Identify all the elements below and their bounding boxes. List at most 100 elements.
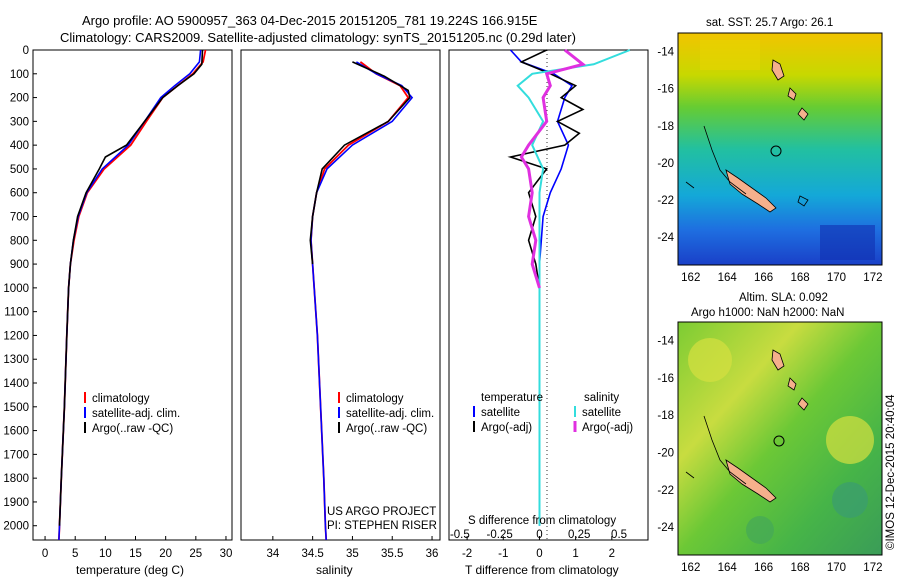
legend-climatology-label: climatology <box>92 393 150 405</box>
vanuatu-island-3 <box>797 397 809 411</box>
figure-title-line2: Climatology: CARS2009. Satellite-adjuste… <box>60 30 576 45</box>
diff-xlabel: T difference from climatology <box>465 563 619 577</box>
map-x-tick-label: 168 <box>790 562 809 574</box>
sst-coastlines <box>725 59 809 213</box>
x-top-tick-label: -0.25 <box>487 529 513 541</box>
x-tick-label: 25 <box>189 548 202 560</box>
salinity-panel: 34 34.5 35 35.5 36 salinity climatology sate… <box>240 49 441 577</box>
vanuatu-island-2 <box>787 377 797 391</box>
y-tick-label: 1100 <box>4 307 29 319</box>
x-tick-label: 34.5 <box>301 548 323 560</box>
map-x-tick-label: 166 <box>754 272 773 284</box>
map-x-tick-label: 170 <box>827 562 846 574</box>
legend-satellite-label: satellite-adj. clim. <box>92 408 180 420</box>
x-tick-label: 15 <box>129 548 142 560</box>
legend-satellite-label: satellite-adj. clim. <box>346 408 434 420</box>
map-x-tick-label: 164 <box>718 272 738 284</box>
credit-line2: PI: STEPHEN RISER <box>327 520 437 532</box>
x-tick-label: 30 <box>220 548 233 560</box>
map-x-tick-label: 162 <box>681 272 700 284</box>
map-y-tick-label: -24 <box>657 232 674 244</box>
x-tick-label: 35.5 <box>381 548 403 560</box>
y-tick-label: 900 <box>10 259 29 271</box>
x-top-tick-label: 0.5 <box>611 529 627 541</box>
difference-frame <box>448 49 649 541</box>
salinity-legend: climatology satellite-adj. clim. Argo(..… <box>338 392 434 435</box>
x-tick-label: 36 <box>426 548 439 560</box>
y-tick-label: 400 <box>10 140 29 152</box>
legend-salinity-header: salinity <box>584 392 619 404</box>
y-tick-label: 1800 <box>3 473 29 485</box>
legend-argo-label: Argo(..raw -QC) <box>346 423 427 435</box>
map-y-tick-label: -16 <box>657 84 674 96</box>
sla-yellow-blob <box>826 416 874 464</box>
sst-map-panel: sat. SST: 25.7 Argo: 26.1 <box>657 17 883 284</box>
temperature-xlabel: temperature (deg C) <box>76 563 184 577</box>
x-tick-label: -1 <box>498 548 508 560</box>
sla-map-subtitle: Argo h1000: NaN h2000: NaN <box>691 307 844 319</box>
map-y-tick-label: -14 <box>657 336 674 348</box>
legend-temperature-header: temperature <box>481 392 543 404</box>
temperature-panel: 0100200300400500600700800900100011001200… <box>3 45 233 577</box>
series-line-argo-raw-qc- <box>58 49 204 526</box>
map-x-tick-label: 164 <box>718 562 738 574</box>
sst-map-title: sat. SST: 25.7 Argo: 26.1 <box>706 17 833 29</box>
new-caledonia-island <box>725 169 777 213</box>
map-y-tick-label: -24 <box>657 522 674 534</box>
difference-panel: -2 -1 0 1 2 -0.5 -0.25 0 0.25 0.5 S difference f… <box>448 48 649 577</box>
temperature-legend: climatology satellite-adj. clim. Argo(..… <box>84 392 180 435</box>
x-tick-label: 34 <box>266 548 279 560</box>
new-caledonia-island <box>725 459 777 503</box>
y-tick-label: 1500 <box>3 402 29 414</box>
sla-dark-blob <box>832 482 868 518</box>
legend-temp-argo-label: Argo(-adj) <box>481 422 532 434</box>
map-y-tick-label: -14 <box>657 47 674 59</box>
x-tick-label: 10 <box>99 548 112 560</box>
y-tick-label: 300 <box>10 116 29 128</box>
series-line-satellite <box>516 49 631 526</box>
y-tick-label: 800 <box>10 235 29 247</box>
map-y-tick-label: -18 <box>657 121 674 133</box>
x-tick-label: 35 <box>346 548 359 560</box>
map-y-tick-label: -16 <box>657 373 674 385</box>
map-y-tick-label: -20 <box>657 447 674 459</box>
x-tick-label: 5 <box>72 548 78 560</box>
x-top-tick-label: -0.5 <box>450 529 470 541</box>
y-tick-label: 1700 <box>3 449 29 461</box>
y-tick-label: 700 <box>10 212 29 224</box>
sla-yellow-blob <box>688 338 732 382</box>
y-tick-label: 1400 <box>3 378 29 390</box>
legend-climatology-label: climatology <box>346 393 404 405</box>
reef-outline <box>685 125 747 195</box>
series-line-argo-adj- <box>519 48 587 289</box>
x-tick-label: 20 <box>159 548 172 560</box>
vanuatu-island-2 <box>787 87 797 101</box>
legend-sal-satellite-label: satellite <box>582 407 621 419</box>
map-y-tick-label: -20 <box>657 158 674 170</box>
reef-outline <box>685 415 747 485</box>
float-marker <box>773 435 785 447</box>
y-tick-label: 1300 <box>3 354 29 366</box>
sla-map-title: Altim. SLA: 0.092 <box>739 292 828 304</box>
difference-legend: temperature salinity satellite Argo(-adj… <box>473 392 633 434</box>
y-tick-label: 100 <box>10 69 29 81</box>
salinity-frame <box>240 49 441 541</box>
x-tick-label: 1 <box>572 548 578 560</box>
map-y-tick-label: -18 <box>657 410 674 422</box>
x-top-tick-label: 0 <box>536 529 542 541</box>
map-x-tick-label: 168 <box>790 272 809 284</box>
map-x-tick-label: 172 <box>863 272 882 284</box>
y-tick-label: 500 <box>10 164 29 176</box>
legend-sal-argo-label: Argo(-adj) <box>582 422 633 434</box>
series-line-satellite-adj-clim- <box>58 49 202 541</box>
sla-coastlines <box>725 349 809 503</box>
temperature-frame <box>32 49 233 541</box>
salinity-xlabel: salinity <box>316 563 353 577</box>
x-tick-label: 0 <box>42 548 48 560</box>
legend-temp-satellite-label: satellite <box>481 407 520 419</box>
sst-cold-patch <box>820 225 875 260</box>
series-line-climatology <box>58 49 207 541</box>
y-tick-label: 1900 <box>3 497 29 509</box>
sla-dark-blob <box>746 516 774 544</box>
